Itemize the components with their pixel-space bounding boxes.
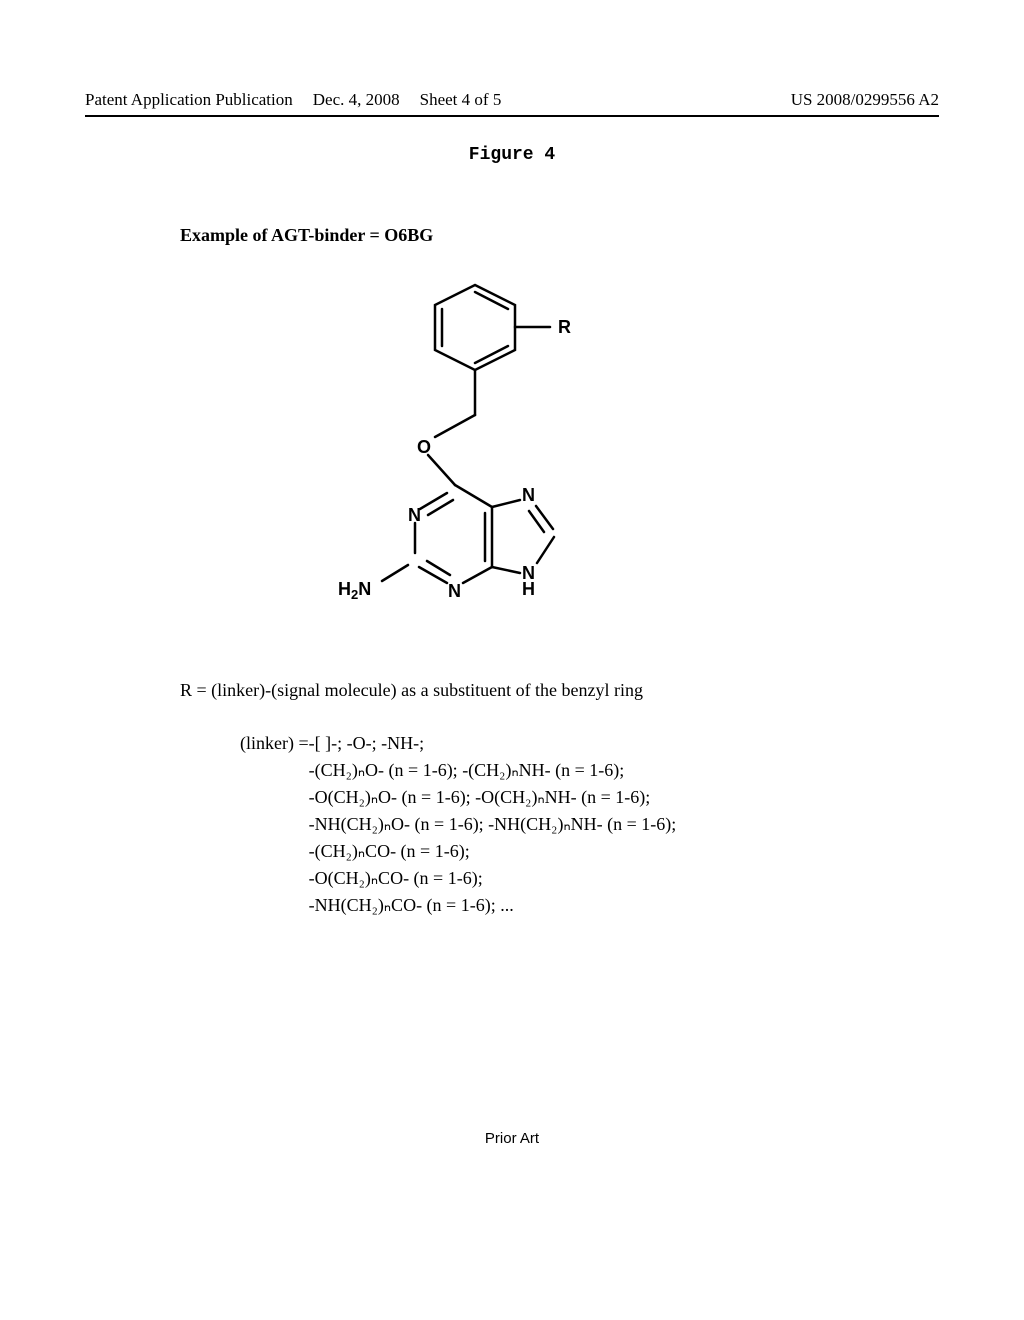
linker-line: -(CH₂)ₙO- (n = 1-6); -(CH₂)ₙNH- (n = 1-6… [309, 757, 677, 784]
svg-text:H2N: H2N [338, 579, 371, 602]
pub-type: Patent Application Publication [85, 90, 293, 110]
linker-line: -(CH₂)ₙCO- (n = 1-6); [309, 838, 677, 865]
header-divider [85, 115, 939, 117]
pub-number: US 2008/0299556 A2 [791, 90, 939, 110]
example-title: Example of AGT-binder = O6BG [180, 225, 433, 246]
chemical-structure: R O N N N N H H2N [320, 275, 640, 635]
figure-label: Figure 4 [469, 145, 555, 165]
linker-label: (linker) = [240, 730, 309, 757]
page-header: Patent Application Publication Dec. 4, 2… [0, 90, 1024, 110]
svg-text:N: N [448, 581, 461, 601]
linker-line: -[ ]-; -O-; -NH-; [309, 730, 677, 757]
linker-line: -NH(CH₂)ₙO- (n = 1-6); -NH(CH₂)ₙNH- (n =… [309, 811, 677, 838]
linker-line: -O(CH₂)ₙCO- (n = 1-6); [309, 865, 677, 892]
prior-art-label: Prior Art [485, 1130, 539, 1147]
svg-text:O: O [417, 437, 431, 457]
linker-line: -NH(CH₂)ₙCO- (n = 1-6); ... [309, 892, 677, 919]
pub-date: Dec. 4, 2008 [313, 90, 400, 110]
svg-text:H: H [522, 579, 535, 599]
linker-line: -O(CH₂)ₙO- (n = 1-6); -O(CH₂)ₙNH- (n = 1… [309, 784, 677, 811]
linker-lines: -[ ]-; -O-; -NH-; -(CH₂)ₙO- (n = 1-6); -… [309, 730, 677, 919]
sheet-number: Sheet 4 of 5 [420, 90, 502, 110]
svg-text:R: R [558, 317, 571, 337]
svg-text:N: N [408, 505, 421, 525]
svg-text:N: N [522, 485, 535, 505]
r-description: R = (linker)-(signal molecule) as a subs… [180, 680, 643, 701]
linker-definition: (linker) = -[ ]-; -O-; -NH-; -(CH₂)ₙO- (… [240, 730, 676, 919]
